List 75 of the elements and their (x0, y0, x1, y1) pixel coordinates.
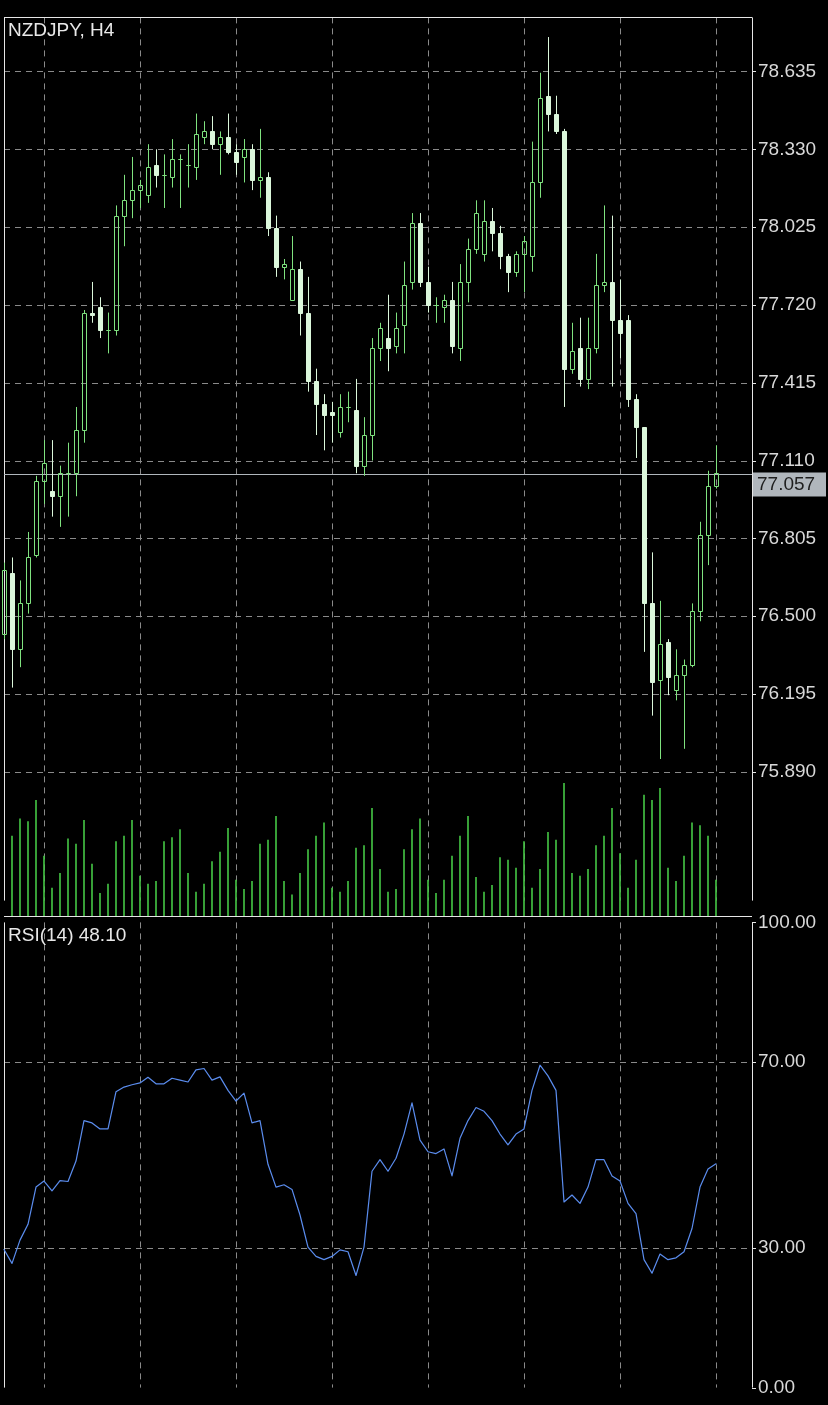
candlestick (306, 276, 311, 393)
candlestick (146, 143, 151, 204)
candlestick (466, 238, 471, 303)
candlestick (154, 148, 159, 189)
y-tick-label: 76.500 (758, 604, 817, 626)
candlestick (410, 212, 415, 291)
y-tick-label: 30.00 (758, 1236, 806, 1258)
candlestick (714, 444, 719, 490)
candlestick (274, 215, 279, 278)
candlestick (386, 294, 391, 372)
y-tick-label: 100.00 (758, 910, 817, 932)
candlestick (626, 314, 631, 408)
y-tick-label: 77.720 (758, 293, 817, 315)
candlestick (530, 141, 535, 273)
candlestick (242, 138, 247, 183)
candlestick (658, 600, 663, 760)
candlestick (522, 235, 527, 293)
candlestick (610, 215, 615, 388)
candlestick (666, 638, 671, 696)
candlestick (170, 138, 175, 189)
candlestick (314, 368, 319, 436)
candlestick (90, 281, 95, 324)
y-tick-label: 0.00 (758, 1375, 795, 1397)
ref-line-label: 77.057 (757, 472, 816, 494)
candlestick (338, 393, 343, 439)
y-tick-label: 76.805 (758, 526, 817, 548)
y-tick-label: 77.110 (758, 448, 815, 470)
candlestick (130, 156, 135, 219)
candlestick (458, 263, 463, 362)
candlestick (234, 143, 239, 176)
chart-title: RSI(14) 48.10 (8, 923, 127, 945)
candlestick (698, 521, 703, 622)
candlestick (114, 204, 119, 337)
candlestick (18, 579, 23, 668)
y-tick-label: 70.00 (758, 1050, 806, 1072)
candlestick (482, 199, 487, 263)
candlestick (362, 416, 367, 477)
candlestick (10, 556, 15, 689)
candlestick (218, 130, 223, 176)
y-tick-label: 77.415 (758, 370, 817, 392)
chart-title: NZDJPY, H4 (8, 18, 115, 40)
candlestick (290, 235, 295, 301)
candlestick (122, 174, 127, 247)
candlestick (578, 317, 583, 388)
candlestick (490, 207, 495, 252)
candlestick (674, 648, 679, 701)
candlestick (570, 322, 575, 375)
y-tick-label: 78.330 (758, 137, 817, 159)
candlestick (258, 128, 263, 199)
candlestick (370, 337, 375, 462)
y-tick-label: 75.890 (758, 760, 817, 781)
candlestick (82, 309, 87, 444)
candlestick (26, 531, 31, 615)
candlestick (514, 250, 519, 278)
candlestick (322, 393, 327, 451)
candlestick (706, 470, 711, 566)
candlestick (474, 199, 479, 255)
candlestick (586, 317, 591, 390)
candlestick (250, 143, 255, 191)
candlestick (554, 95, 559, 135)
y-tick-label: 76.195 (758, 682, 817, 704)
candlestick (74, 406, 79, 497)
candlestick (194, 113, 199, 181)
y-tick-label: 78.635 (758, 59, 817, 81)
candlestick (650, 551, 655, 717)
candlestick (538, 72, 543, 199)
candlestick (42, 439, 47, 505)
y-tick-label: 78.025 (758, 215, 817, 237)
candlestick (50, 439, 55, 518)
candlestick (402, 261, 407, 354)
candlestick (634, 393, 639, 459)
candlestick (618, 278, 623, 359)
candlestick (546, 36, 551, 132)
candlestick (330, 401, 335, 444)
candlestick (426, 266, 431, 314)
